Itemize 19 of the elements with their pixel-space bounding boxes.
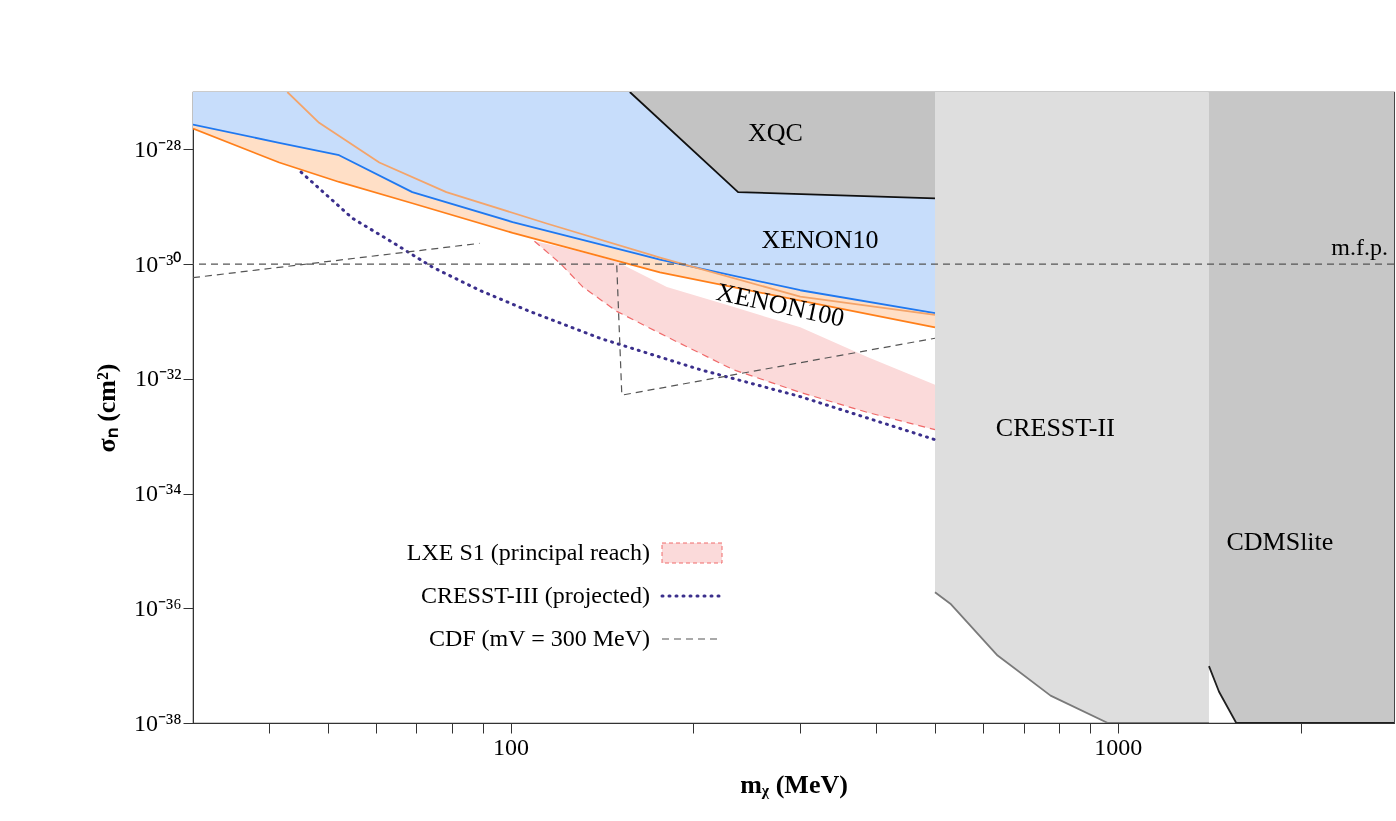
legend-label: CRESST-III (projected) bbox=[420, 582, 650, 608]
x-tick-label: 1000 bbox=[1094, 733, 1143, 760]
y-tick-label: 10⁻³⁴ bbox=[133, 480, 182, 507]
y-tick-label: 10⁻²⁸ bbox=[133, 135, 182, 162]
annotation: CDMSlite bbox=[1226, 526, 1334, 556]
y-tick-label: 10⁻³⁰ bbox=[134, 250, 182, 277]
annotation: XENON10 bbox=[761, 225, 879, 255]
y-axis-title: σₙ (cm²) bbox=[91, 363, 121, 453]
x-axis-title: mᵪ (MeV) bbox=[740, 769, 848, 799]
y-tick-label: 10⁻³⁶ bbox=[133, 594, 182, 621]
y-tick-label: 10⁻³² bbox=[135, 365, 182, 392]
annotation: XENON100 bbox=[713, 277, 847, 333]
y-tick-label: 10⁻³⁸ bbox=[133, 709, 182, 736]
legend-label: LXE S1 (principal reach) bbox=[406, 539, 650, 565]
annotation: CRESST-II bbox=[995, 412, 1115, 442]
x-tick-label: 100 bbox=[493, 733, 530, 760]
annotation: XQC bbox=[748, 118, 803, 148]
ref-line-label: m.f.p. bbox=[1331, 234, 1388, 261]
legend-label: CDF (mV = 300 MeV) bbox=[428, 625, 650, 651]
